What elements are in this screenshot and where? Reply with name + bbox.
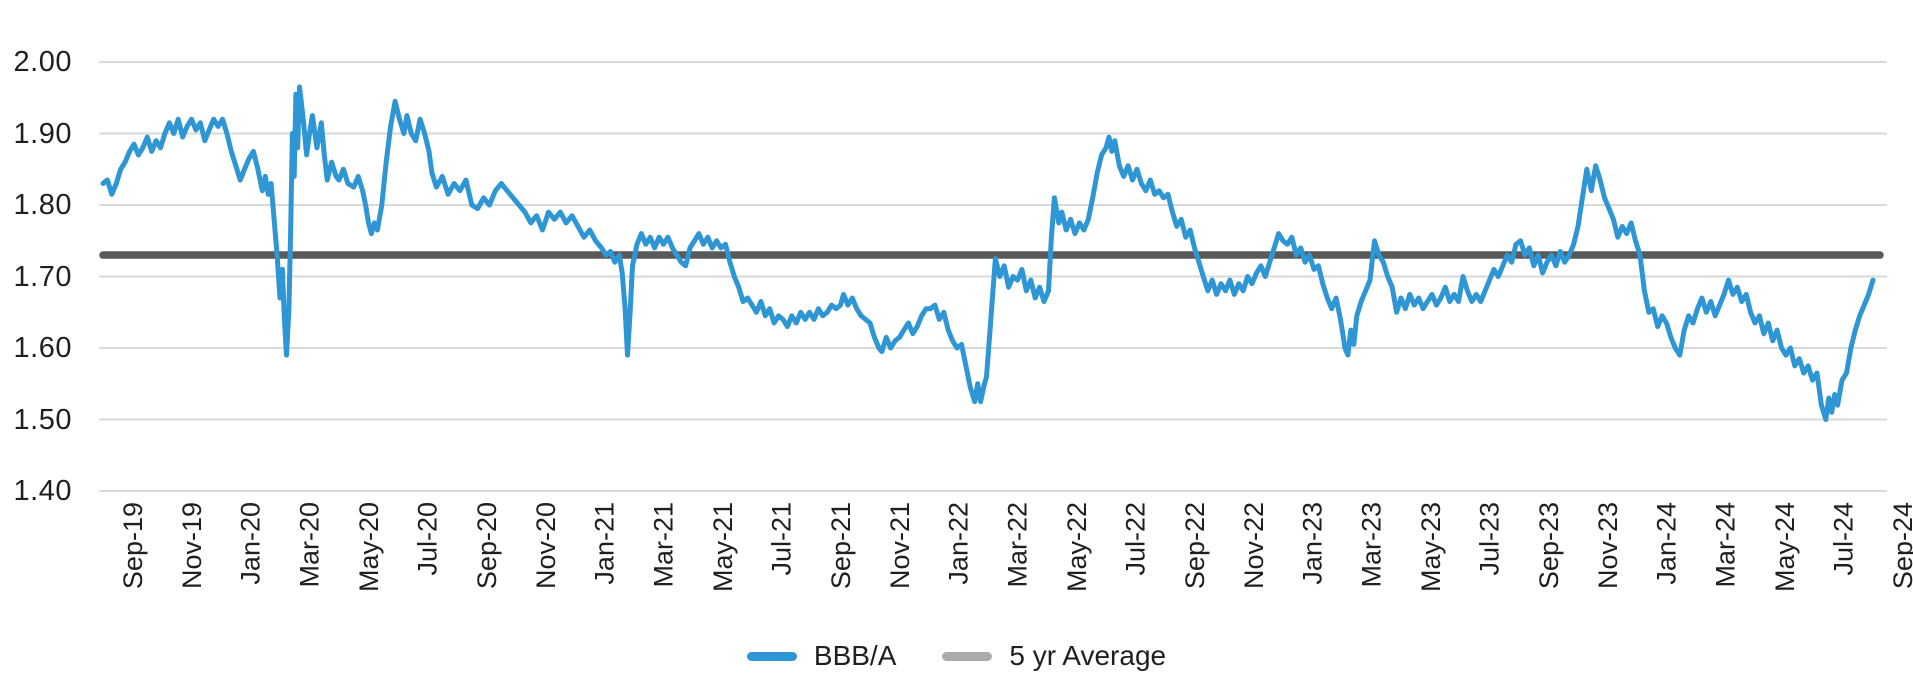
x-tick-label: Nov-19: [177, 502, 207, 590]
y-tick-label: 2.00: [13, 46, 72, 78]
y-tick-label: 1.90: [13, 117, 72, 150]
y-tick-label: 1.40: [13, 475, 72, 507]
x-tick-label: Nov-20: [531, 502, 561, 590]
x-tick-label: Sep-21: [826, 502, 856, 590]
legend-label-5yr-average: 5 yr Average: [1009, 640, 1167, 671]
x-tick-label: Jul-20: [413, 502, 443, 576]
bbb-a-series-line: [100, 84, 1876, 422]
y-tick-label: 1.50: [13, 403, 72, 436]
y-tick-label: 1.60: [13, 332, 72, 364]
x-tick-label: May-22: [1062, 502, 1092, 593]
x-tick-label: Nov-22: [1239, 502, 1269, 590]
x-tick-label: Sep-19: [118, 502, 148, 590]
x-tick-label: Jul-21: [767, 502, 797, 576]
x-tick-label: Jan-24: [1652, 502, 1682, 585]
x-tick-label: May-20: [354, 502, 384, 593]
legend-item-bbb-a: BBB/A: [746, 640, 897, 672]
x-tick-label: Sep-22: [1180, 502, 1210, 590]
x-tick-label: Sep-20: [472, 502, 502, 590]
x-tick-label: Jan-23: [1298, 502, 1328, 585]
x-tick-label: May-23: [1416, 502, 1446, 593]
x-tick-label: Jul-24: [1829, 502, 1859, 576]
x-tick-label: Jan-22: [944, 502, 974, 585]
average-line-swatch-icon: [942, 651, 993, 661]
x-tick-label: Mar-20: [295, 502, 325, 588]
x-tick-label: Mar-22: [1003, 502, 1033, 588]
y-tick-label: 1.80: [13, 189, 72, 221]
x-tick-label: Mar-23: [1357, 502, 1387, 588]
x-tick-label: Mar-21: [649, 502, 679, 588]
x-tick-label: Sep-24: [1888, 502, 1913, 590]
x-tick-label: Jan-21: [590, 502, 620, 585]
legend-item-5yr-average: 5 yr Average: [942, 640, 1166, 672]
x-tick-label: Jul-22: [1121, 502, 1151, 576]
y-tick-label: 1.70: [13, 260, 72, 293]
x-tick-label: Jan-20: [236, 502, 266, 585]
x-tick-label: May-24: [1770, 502, 1800, 593]
bbb-a-line-swatch-icon: [746, 651, 797, 661]
legend-label-bbb-a: BBB/A: [813, 640, 897, 671]
legend: BBB/A 5 yr Average: [0, 634, 1913, 678]
x-tick-label: May-21: [708, 502, 738, 593]
x-tick-label: Nov-23: [1593, 502, 1623, 590]
x-tick-label: Nov-21: [885, 502, 915, 590]
x-tick-label: Jul-23: [1475, 502, 1505, 576]
x-tick-label: Mar-24: [1711, 502, 1741, 588]
x-tick-label: Sep-23: [1534, 502, 1564, 590]
